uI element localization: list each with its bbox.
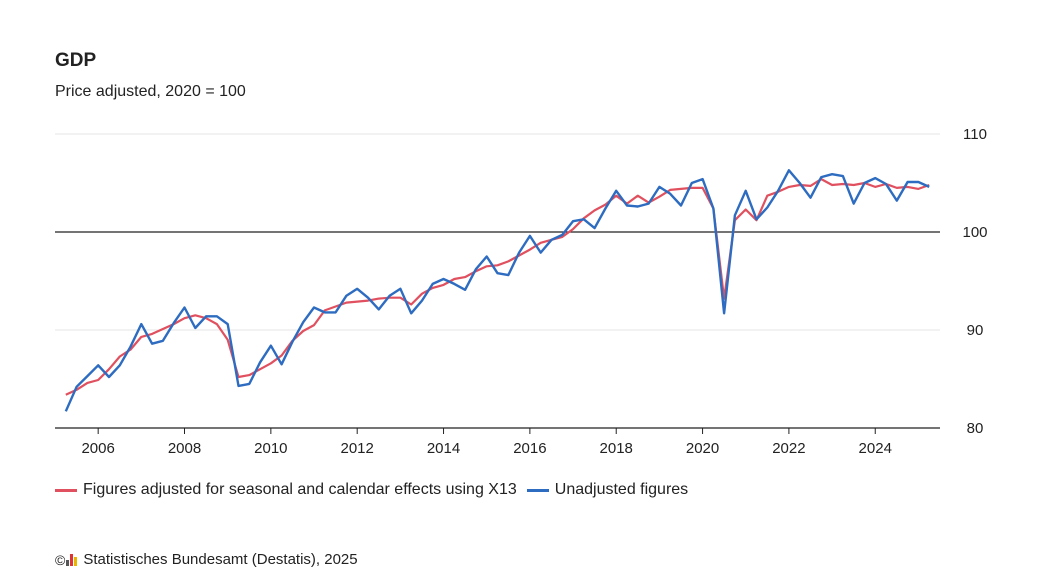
legend-item-unadjusted: Unadjusted figures bbox=[526, 481, 689, 499]
x-tick-label-2012: 2012 bbox=[341, 440, 374, 457]
x-tick-label-2006: 2006 bbox=[81, 440, 114, 457]
legend-label-unadjusted: Unadjusted figures bbox=[554, 481, 689, 498]
legend-swatch-adjusted bbox=[55, 488, 77, 492]
legend-item-adjusted: Figures adjusted for seasonal and calend… bbox=[55, 481, 517, 499]
x-tick-label-2018: 2018 bbox=[600, 440, 633, 457]
legend-swatch-unadjusted bbox=[526, 488, 549, 492]
x-tick-label-2024: 2024 bbox=[859, 440, 892, 457]
y-tick-label-80: 80 bbox=[967, 420, 984, 437]
chart-subtitle: Price adjusted, 2020 = 100 bbox=[55, 83, 246, 100]
x-tick-label-2020: 2020 bbox=[686, 440, 719, 457]
x-tick-label-2022: 2022 bbox=[772, 440, 805, 457]
copyright-icon: © bbox=[55, 551, 66, 568]
series-line-adjusted bbox=[65, 178, 930, 396]
x-tick-label-2014: 2014 bbox=[427, 440, 460, 457]
chart-title: GDP bbox=[55, 50, 97, 71]
source-footer: © Statistisches Bundesamt (Destatis), 20… bbox=[55, 551, 358, 568]
legend-label-adjusted: Figures adjusted for seasonal and calend… bbox=[83, 481, 517, 498]
series-line-unadjusted bbox=[64, 169, 930, 412]
source-text: Statistisches Bundesamt (Destatis), 2025 bbox=[83, 551, 358, 568]
chart-legend: Figures adjusted for seasonal and calend… bbox=[55, 481, 698, 499]
y-tick-label-90: 90 bbox=[967, 322, 984, 339]
gdp-line-chart: 80 90 100 110 2006 2008 2010 2012 2014 2016 2018 20… bbox=[55, 126, 988, 457]
x-tick-label-2008: 2008 bbox=[168, 440, 201, 457]
y-tick-label-110: 110 bbox=[963, 126, 987, 143]
x-tick-label-2010: 2010 bbox=[254, 440, 287, 457]
x-tick-label-2016: 2016 bbox=[513, 440, 546, 457]
destatis-logo-icon bbox=[66, 553, 78, 566]
y-tick-label-100: 100 bbox=[962, 224, 987, 241]
